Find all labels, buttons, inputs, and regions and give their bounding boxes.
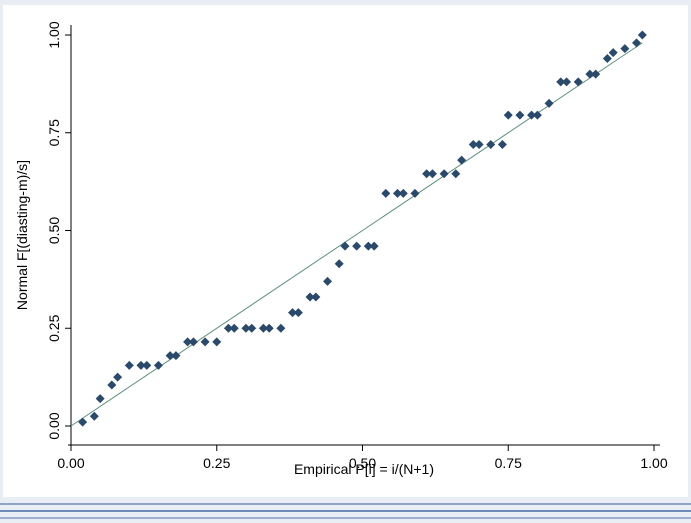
data-point — [556, 77, 566, 87]
data-point — [503, 110, 513, 120]
data-point — [276, 323, 286, 333]
data-point — [515, 110, 525, 120]
data-point — [352, 241, 362, 251]
data-point — [585, 69, 595, 79]
data-point — [165, 351, 175, 361]
data-point — [136, 360, 146, 370]
data-point — [527, 110, 537, 120]
data-point — [142, 360, 152, 370]
data-point — [113, 372, 123, 382]
data-point — [591, 69, 601, 79]
data-point — [451, 169, 461, 179]
data-point — [229, 323, 239, 333]
data-point — [363, 241, 373, 251]
data-point — [474, 139, 484, 149]
window-border-line — [0, 503, 691, 505]
data-point — [323, 276, 333, 286]
data-point — [107, 380, 117, 390]
data-point — [311, 292, 321, 302]
y-tick-label: 0.25 — [46, 314, 62, 341]
data-point — [457, 155, 467, 165]
data-point — [422, 169, 432, 179]
x-tick-label: 0.25 — [203, 455, 230, 471]
data-point — [439, 169, 449, 179]
data-point — [381, 188, 391, 198]
data-point — [369, 241, 379, 251]
y-axis-label: Normal F[(diasting-m)/s] — [14, 160, 30, 310]
data-point — [200, 337, 210, 347]
data-point — [410, 188, 420, 198]
data-point — [95, 394, 105, 404]
data-point — [247, 323, 257, 333]
x-tick-label: 0.50 — [349, 455, 376, 471]
data-point — [340, 241, 350, 251]
data-point — [468, 139, 478, 149]
data-point — [264, 323, 274, 333]
data-point — [398, 188, 408, 198]
data-point — [602, 53, 612, 63]
data-point — [223, 323, 233, 333]
data-point — [562, 77, 572, 87]
data-point — [632, 38, 642, 48]
data-point — [608, 48, 618, 58]
data-point — [78, 417, 88, 427]
x-axis-label: Empirical P[i] = i/(N+1) — [294, 461, 434, 477]
data-point — [637, 30, 647, 40]
qnorm-chart: 0.00 0.25 0.50 0.75 1.00 0.00 0.25 0.50 0.75 1.00… — [3, 5, 688, 497]
data-point — [188, 337, 198, 347]
data-point — [212, 337, 222, 347]
reference-line — [70, 42, 643, 427]
data-point — [288, 308, 298, 318]
data-point — [620, 44, 630, 54]
data-point — [124, 360, 134, 370]
data-point — [544, 98, 554, 108]
data-point — [258, 323, 268, 333]
data-point — [153, 360, 163, 370]
y-tick-label: 0.50 — [46, 217, 62, 244]
plot-area — [3, 5, 688, 497]
x-tick-label: 1.00 — [640, 455, 667, 471]
data-point — [305, 292, 315, 302]
data-point — [497, 139, 507, 149]
data-point — [573, 77, 583, 87]
data-point — [427, 169, 437, 179]
data-point — [486, 139, 496, 149]
window-border-line — [0, 517, 691, 519]
data-point — [171, 351, 181, 361]
x-tick-label: 0.75 — [495, 455, 522, 471]
data-point — [392, 188, 402, 198]
y-tick-label: 1.00 — [46, 21, 62, 48]
y-tick-label: 0.00 — [46, 412, 62, 439]
y-tick-label: 0.75 — [46, 119, 62, 146]
x-tick-label: 0.00 — [57, 455, 84, 471]
data-point — [293, 308, 303, 318]
data-point — [183, 337, 193, 347]
data-point — [241, 323, 251, 333]
data-point — [532, 110, 542, 120]
window-border-line — [0, 510, 691, 512]
data-point — [89, 411, 99, 421]
data-point — [334, 259, 344, 269]
